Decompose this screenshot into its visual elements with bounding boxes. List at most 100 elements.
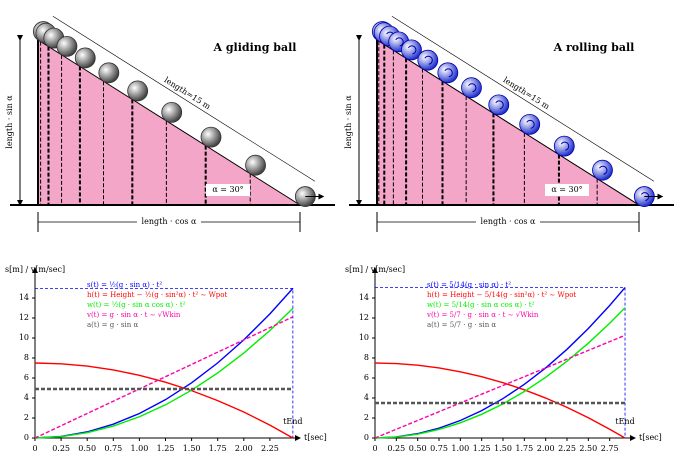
y-tick-label: 12 <box>19 313 29 322</box>
spin <box>444 68 453 78</box>
series-line <box>374 307 626 439</box>
ball <box>401 39 422 61</box>
x-tick-label: 1.25 <box>157 444 175 453</box>
y-tick-label: 12 <box>359 313 369 322</box>
y-tick-label: 14 <box>359 293 369 302</box>
end-annotation: tEnd <box>283 417 302 426</box>
x-tick-label: 2.00 <box>235 444 253 453</box>
vertical-label: length · sin α <box>344 95 353 149</box>
end-marker <box>375 287 626 438</box>
spin <box>599 165 608 175</box>
y-tick-label: 6 <box>24 373 29 382</box>
ball <box>245 154 266 176</box>
x-tick-label: 0.75 <box>430 444 448 453</box>
series-line <box>34 362 294 439</box>
series-line <box>374 334 626 439</box>
x-tick-label: 2.50 <box>579 444 597 453</box>
angle-label: α = 30° <box>551 185 582 194</box>
end-annotation: tEnd <box>615 417 634 426</box>
spin <box>495 100 504 110</box>
legend-entry: v(t) = g · sin α · t ∼ √Wkin <box>86 311 181 319</box>
x-tick-label: 1.50 <box>494 444 512 453</box>
ball <box>461 77 482 99</box>
spin <box>424 55 433 65</box>
x-tick-label: 2.00 <box>537 444 555 453</box>
series-line <box>34 316 294 439</box>
ball <box>417 49 439 71</box>
spin <box>408 45 417 55</box>
ball <box>200 126 222 148</box>
spin <box>640 192 650 202</box>
ball <box>519 113 541 135</box>
y-tick-label: 0 <box>24 433 29 442</box>
spin <box>395 37 404 47</box>
x-tick-label: 1.50 <box>183 444 201 453</box>
x-tick-label: 1.75 <box>515 444 533 453</box>
x-tick-label: 2.25 <box>558 444 576 453</box>
ball <box>553 135 575 157</box>
x-tick-label: 1.00 <box>130 444 148 453</box>
y-tick-label: 4 <box>24 393 29 402</box>
horizontal-label: length · cos α <box>142 217 198 226</box>
x-tick-label: 0.50 <box>409 444 427 453</box>
spin <box>526 119 535 129</box>
legend-entry: h(t) = Height − ½(g · sin²α) · t² ∼ Wpot <box>87 291 227 299</box>
ball <box>74 47 96 69</box>
x-tick-label: 1.00 <box>451 444 469 453</box>
x-tick-label: 2.75 <box>601 444 619 453</box>
legend-entry: s(t) = 5/14(g · sin α) · t² <box>427 281 511 289</box>
legend-entry: v(t) = 5/7 · g · sin α · t ∼ √Wkin <box>426 311 539 319</box>
label-bg <box>476 216 540 228</box>
x-tick-label: 0.50 <box>78 444 96 453</box>
x-tick-label: 0.25 <box>52 444 70 453</box>
y-tick-label: 8 <box>24 353 29 362</box>
chart: s[m] / v[m/sec] t[sec] 0 2 4 6 8 10 12 14 0 0.25 0.5… <box>345 265 662 453</box>
label-bg <box>206 184 250 196</box>
legend-entry: a(t) = 5/7 · g · sin α <box>427 321 496 329</box>
legend-entry: h(t) = Height − 5/14(g · sin²α) · t² ∼ W… <box>427 291 576 299</box>
series-line <box>374 362 626 439</box>
legend-entry: w(t) = ½(g · sin α cos α) · t² <box>87 301 186 309</box>
y-axis-label: s[m] / v[m/sec] <box>5 265 65 274</box>
diagram-title: A rolling ball <box>553 41 635 54</box>
series-line <box>34 307 294 439</box>
legend-entry: w(t) = 5/14(g · sin α cos α) · t² <box>427 301 535 309</box>
spin <box>468 83 477 93</box>
label-bg <box>545 184 589 196</box>
x-axis-label: t[sec] <box>304 433 327 442</box>
y-tick-label: 10 <box>359 333 369 342</box>
x-tick-label: 0.75 <box>104 444 122 453</box>
x-tick-label: 0 <box>372 444 377 453</box>
y-tick-label: 4 <box>364 393 369 402</box>
x-axis-label: t[sec] <box>639 433 662 442</box>
x-tick-label: 1.75 <box>209 444 227 453</box>
x-tick-label: 0.25 <box>387 444 405 453</box>
ball <box>437 62 459 84</box>
chart: s[m] / v[m/sec] t[sec] 0 2 4 6 8 10 12 14 0 0.25 0.5… <box>5 265 327 453</box>
diagram-title: A gliding ball <box>213 41 297 54</box>
legend-entry: s(t) = ½(g · sin α) · t² <box>87 281 162 289</box>
ball <box>56 35 78 57</box>
x-tick-label: 1.25 <box>473 444 491 453</box>
length-dim <box>391 16 655 182</box>
y-tick-label: 14 <box>19 293 29 302</box>
ball <box>127 80 149 102</box>
ball <box>161 101 183 123</box>
x-tick-label: 0 <box>32 444 37 453</box>
length-dim <box>52 16 316 182</box>
ball <box>592 159 613 181</box>
ball <box>488 94 510 116</box>
vertical-label: length · sin α <box>5 95 14 149</box>
y-tick-label: 2 <box>24 413 29 422</box>
ball <box>98 62 120 84</box>
y-tick-label: 8 <box>364 353 369 362</box>
horizontal-label: length · cos α <box>481 217 537 226</box>
label-bg <box>137 216 201 228</box>
y-tick-label: 2 <box>364 413 369 422</box>
y-axis-label: s[m] / v[m/sec] <box>345 265 405 274</box>
angle-label: α = 30° <box>212 185 243 194</box>
spin <box>560 141 570 151</box>
